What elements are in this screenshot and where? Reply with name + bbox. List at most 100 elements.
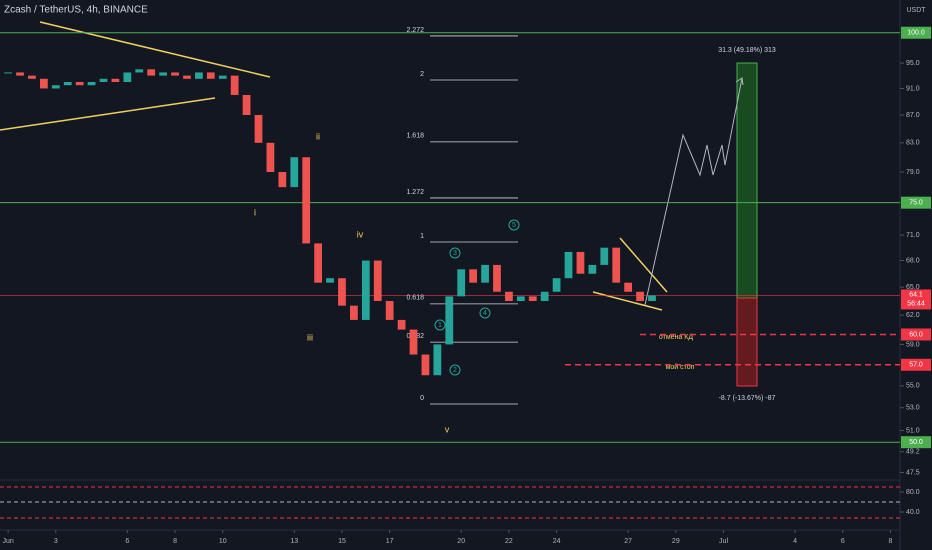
- candle: [63, 81, 72, 86]
- x-tick-label: 29: [672, 538, 680, 545]
- wave-label: ii: [316, 131, 320, 141]
- wave-number: 3: [453, 250, 457, 257]
- candle: [648, 295, 656, 302]
- wave-number: 5: [512, 222, 516, 229]
- x-tick-label: 20: [457, 538, 465, 545]
- wave-circle: [434, 319, 446, 331]
- candle: [350, 305, 358, 320]
- wave-number: 4: [483, 310, 487, 317]
- candle: [326, 278, 334, 283]
- wave-label: iv: [357, 229, 364, 239]
- annotation: отмена КД: [659, 334, 693, 341]
- y-tick-label: 49.2: [906, 449, 920, 456]
- x-tick-label: 3: [54, 538, 58, 545]
- candle: [314, 243, 322, 283]
- candle: [433, 344, 442, 376]
- candle: [493, 264, 501, 292]
- wave-label: iii: [307, 332, 313, 342]
- trendline: [619, 237, 668, 293]
- level-label: 60.0: [909, 331, 923, 338]
- fib-label: 1: [420, 233, 424, 240]
- projection-path: [644, 77, 743, 306]
- candle: [636, 291, 644, 302]
- x-tick-label: 13: [290, 538, 298, 545]
- candle: [588, 264, 597, 274]
- wave-circle: [449, 247, 461, 259]
- candle: [385, 301, 394, 320]
- y-tick-label: 95.0: [906, 60, 920, 67]
- candle: [302, 157, 311, 244]
- candle: [576, 251, 585, 274]
- candle: [290, 157, 299, 188]
- level-box: [901, 196, 931, 209]
- circles: [434, 219, 520, 376]
- level-label: 75.0: [909, 200, 923, 207]
- wave-number: 1: [438, 322, 442, 329]
- level-label: 50.0: [909, 439, 923, 446]
- candle: [123, 72, 132, 82]
- rsi-tick-label: 40.0: [906, 509, 920, 516]
- candle: [230, 75, 239, 95]
- candle: [612, 247, 621, 283]
- wave-circle: [508, 219, 520, 231]
- candle: [4, 72, 12, 74]
- x-tick-label: 27: [624, 538, 632, 545]
- target-label: 31.3 (49.18%) 313: [718, 47, 776, 54]
- candle: [159, 72, 167, 76]
- x-tick-label: 6: [841, 538, 845, 545]
- x-tick-label: 24: [553, 538, 561, 545]
- level-box: [901, 358, 931, 371]
- y-tick-label: 62.0: [906, 312, 920, 319]
- wave-label: v: [445, 424, 450, 434]
- x-tick-label: 15: [338, 538, 346, 545]
- candle: [87, 81, 96, 86]
- candle: [421, 354, 430, 376]
- y-tick-label: 65.0: [906, 284, 920, 291]
- candle: [373, 260, 382, 302]
- candle: [147, 69, 156, 76]
- wave-circle: [479, 307, 491, 319]
- candle: [51, 85, 60, 89]
- candle: [195, 72, 203, 79]
- candle: [469, 269, 478, 283]
- candle: [206, 72, 215, 79]
- fib-label: 0.618: [406, 295, 424, 302]
- last-price-label: 64.1: [909, 291, 923, 298]
- candle: [505, 291, 513, 302]
- level-label: 57.0: [909, 362, 923, 369]
- level-label: 100.0: [907, 30, 925, 37]
- wave-labels: i ii iii iv v: [254, 131, 450, 434]
- x-tick-label: 10: [219, 538, 227, 545]
- rsi-tick-label: 80.0: [906, 489, 920, 496]
- x-tick-label: Jun: [2, 538, 13, 545]
- x-tick-label: 4: [793, 538, 797, 545]
- candle: [600, 247, 609, 265]
- x-tick-label: 17: [386, 538, 394, 545]
- x-tick-label: Jul: [719, 538, 728, 545]
- candle: [564, 251, 573, 279]
- y-tick-label: 59.0: [906, 341, 920, 348]
- candle: [111, 78, 120, 82]
- wave-circle: [449, 364, 461, 376]
- candle: [528, 296, 537, 302]
- last-price-box: [901, 289, 931, 310]
- candle: [624, 282, 633, 292]
- y-tick-label: 79.0: [906, 169, 920, 176]
- level-box: [901, 328, 931, 341]
- candle: [445, 296, 454, 345]
- candle: [28, 75, 36, 79]
- candle: [254, 115, 263, 143]
- y-tick-label: 47.5: [906, 469, 920, 476]
- wave-label: i: [254, 207, 256, 217]
- candle: [516, 296, 525, 302]
- y-tick-label: 83.0: [906, 140, 920, 147]
- candle: [135, 69, 144, 73]
- y-tick-label: 51.0: [906, 427, 920, 434]
- x-tick-label: 8: [173, 538, 177, 545]
- projection-arrowhead: [735, 77, 744, 86]
- level-box: [901, 26, 931, 39]
- y-tick-label: 71.0: [906, 232, 920, 239]
- stop-zone: [736, 297, 758, 387]
- y-tick-label: 53.0: [906, 405, 920, 412]
